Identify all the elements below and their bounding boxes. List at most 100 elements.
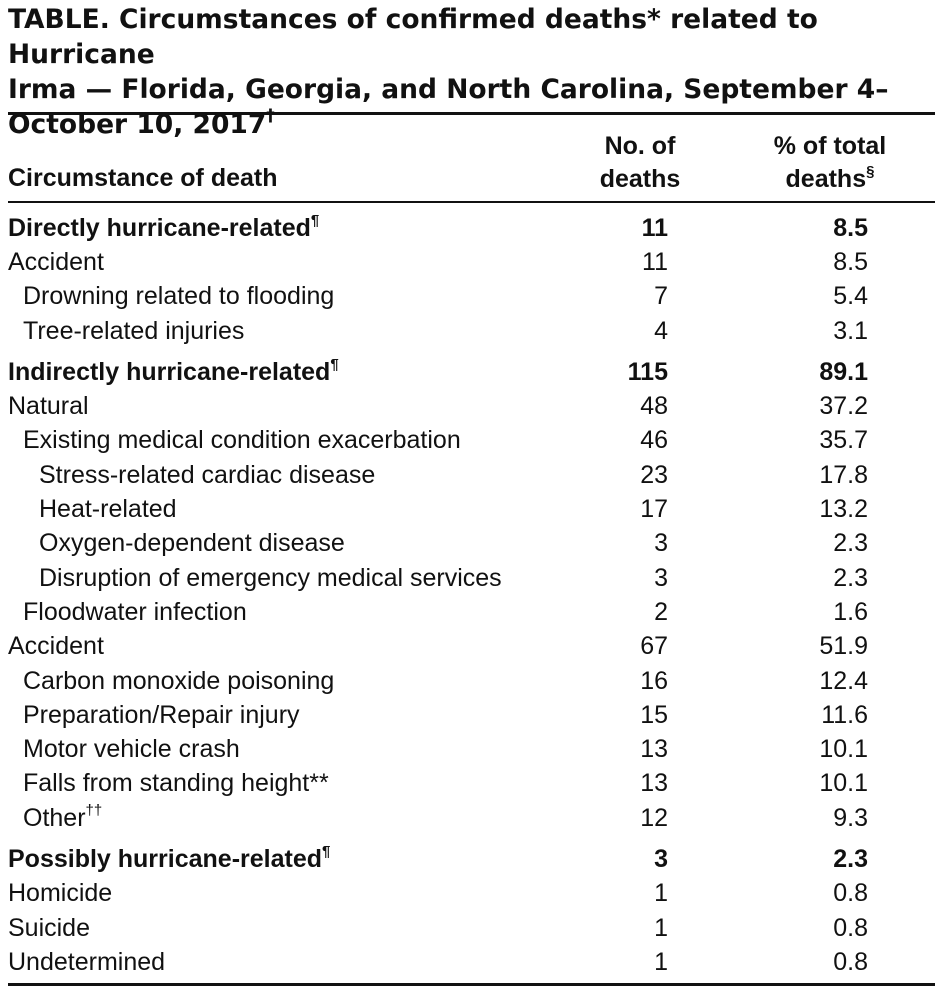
row-count: 1 bbox=[654, 913, 668, 942]
row-label-wrap: Motor vehicle crash bbox=[8, 735, 240, 764]
row-count: 11 bbox=[642, 247, 668, 276]
row-label-wrap: Drowning related to flooding bbox=[8, 282, 334, 311]
table-row: Homicide 1 0.8 bbox=[8, 877, 868, 911]
row-count: 3 bbox=[654, 529, 668, 558]
deaths-table-body: Directly hurricane-related¶ 11 8.5 Accident… bbox=[8, 211, 868, 980]
row-label-cell: Indirectly hurricane-related¶ bbox=[8, 348, 588, 389]
table-row: Existing medical condition exacerbation 4… bbox=[8, 424, 868, 458]
row-count: 13 bbox=[640, 769, 668, 798]
row-label-cell: Undetermined bbox=[8, 945, 588, 979]
title-line-2: Irma — Florida, Georgia, and North Carol… bbox=[8, 74, 889, 105]
row-label-cell: Motor vehicle crash bbox=[8, 732, 588, 766]
row-count: 1 bbox=[654, 947, 668, 976]
row-label-cell: Directly hurricane-related¶ bbox=[8, 211, 588, 245]
row-percent: 5.4 bbox=[833, 282, 868, 311]
table-row: Suicide 1 0.8 bbox=[8, 911, 868, 945]
row-label-wrap: Homicide bbox=[8, 879, 112, 908]
row-count: 17 bbox=[640, 495, 668, 524]
row-percent: 9.3 bbox=[833, 803, 868, 832]
row-label-wrap: Undetermined bbox=[8, 948, 165, 977]
table-row: Motor vehicle crash 13 10.1 bbox=[8, 732, 868, 766]
row-percent: 2.3 bbox=[833, 844, 868, 873]
row-percent: 10.1 bbox=[819, 769, 868, 798]
row-count: 7 bbox=[654, 282, 668, 311]
row-count: 48 bbox=[640, 392, 668, 421]
row-count: 115 bbox=[627, 357, 668, 386]
row-percent: 0.8 bbox=[833, 879, 868, 908]
row-label: Existing medical condition exacerbation bbox=[23, 426, 461, 455]
row-label-cell: Natural bbox=[8, 389, 588, 423]
row-label-cell: Carbon monoxide poisoning bbox=[8, 664, 588, 698]
row-label-wrap: Tree-related injuries bbox=[8, 317, 244, 346]
row-label: Preparation/Repair injury bbox=[23, 700, 300, 729]
table-row: Stress-related cardiac disease 23 17.8 bbox=[8, 458, 868, 492]
row-count: 11 bbox=[641, 213, 668, 242]
title-line-1: TABLE. Circumstances of confirmed deaths… bbox=[8, 4, 818, 70]
row-label-cell: Accident bbox=[8, 630, 588, 664]
row-label: Disruption of emergency medical services bbox=[39, 563, 502, 592]
header-rule bbox=[8, 201, 935, 203]
header-circumstance: Circumstance of death bbox=[8, 164, 278, 192]
row-label: Drowning related to flooding bbox=[23, 282, 335, 311]
table-row: Carbon monoxide poisoning 16 12.4 bbox=[8, 664, 868, 698]
row-label-wrap: Falls from standing height** bbox=[8, 769, 329, 798]
row-percent: 8.5 bbox=[833, 247, 868, 276]
row-label-wrap: Preparation/Repair injury bbox=[8, 701, 300, 730]
row-label-wrap: Natural bbox=[8, 392, 89, 421]
row-count: 1 bbox=[654, 879, 668, 908]
row-label-wrap: Possibly hurricane-related¶ bbox=[8, 842, 331, 874]
row-label: Homicide bbox=[8, 879, 113, 908]
row-percent: 10.1 bbox=[819, 735, 868, 764]
row-label: Undetermined bbox=[8, 947, 166, 976]
row-label: Motor vehicle crash bbox=[23, 735, 240, 764]
row-percent: 89.1 bbox=[819, 357, 868, 386]
table-row: Directly hurricane-related¶ 11 8.5 bbox=[8, 211, 868, 245]
row-percent: 37.2 bbox=[819, 392, 868, 421]
row-label: Other bbox=[23, 803, 86, 832]
row-label-wrap: Carbon monoxide poisoning bbox=[8, 667, 334, 696]
row-percent: 17.8 bbox=[819, 460, 868, 489]
table-row: Undetermined 1 0.8 bbox=[8, 945, 868, 979]
row-count: 16 bbox=[640, 666, 668, 695]
row-count: 23 bbox=[640, 460, 668, 489]
row-label: Directly hurricane-related bbox=[8, 213, 311, 242]
row-footnote-mark: ¶ bbox=[322, 842, 331, 860]
row-label: Floodwater infection bbox=[23, 597, 247, 626]
row-label-cell: Falls from standing height** bbox=[8, 767, 588, 801]
header-num-line-2: deaths bbox=[599, 165, 681, 193]
row-count: 4 bbox=[654, 316, 668, 345]
row-label-wrap: Accident bbox=[8, 248, 104, 277]
table-row: Drowning related to flooding 7 5.4 bbox=[8, 280, 868, 314]
row-percent: 0.8 bbox=[833, 913, 868, 942]
row-percent: 3.1 bbox=[833, 316, 868, 345]
row-label-wrap: Directly hurricane-related¶ bbox=[8, 211, 320, 243]
row-label-cell: Drowning related to flooding bbox=[8, 280, 588, 314]
row-label: Accident bbox=[8, 247, 104, 276]
header-pct-mark: § bbox=[866, 163, 875, 180]
header-pct-line-1: % of total bbox=[773, 132, 887, 160]
table-row: Falls from standing height** 13 10.1 bbox=[8, 767, 868, 801]
row-label: Stress-related cardiac disease bbox=[39, 460, 376, 489]
row-count: 2 bbox=[654, 597, 668, 626]
row-percent: 11.6 bbox=[821, 700, 868, 729]
row-footnote-mark: ¶ bbox=[310, 211, 320, 229]
header-number-of-deaths: No. of deaths bbox=[590, 130, 690, 196]
row-label-cell: Possibly hurricane-related¶ bbox=[8, 835, 588, 876]
row-count: 12 bbox=[640, 803, 668, 832]
row-label-wrap: Floodwater infection bbox=[8, 598, 247, 627]
table-row: Accident 11 8.5 bbox=[8, 245, 868, 279]
row-footnote-mark: ¶ bbox=[330, 355, 339, 373]
row-label: Oxygen-dependent disease bbox=[39, 529, 345, 558]
table-row: Natural 48 37.2 bbox=[8, 389, 868, 423]
table-row: Oxygen-dependent disease 3 2.3 bbox=[8, 527, 868, 561]
row-percent: 1.6 bbox=[833, 597, 868, 626]
row-percent: 12.4 bbox=[819, 666, 868, 695]
table-row: Indirectly hurricane-related¶ 115 89.1 bbox=[8, 348, 868, 389]
row-label-cell: Oxygen-dependent disease bbox=[8, 527, 588, 561]
row-label-cell: Other†† bbox=[8, 801, 588, 835]
row-count: 46 bbox=[640, 426, 668, 455]
row-label-cell: Floodwater infection bbox=[8, 595, 588, 629]
table-row: Disruption of emergency medical services… bbox=[8, 561, 868, 595]
row-percent: 35.7 bbox=[819, 426, 868, 455]
row-label: Possibly hurricane-related bbox=[8, 844, 323, 873]
